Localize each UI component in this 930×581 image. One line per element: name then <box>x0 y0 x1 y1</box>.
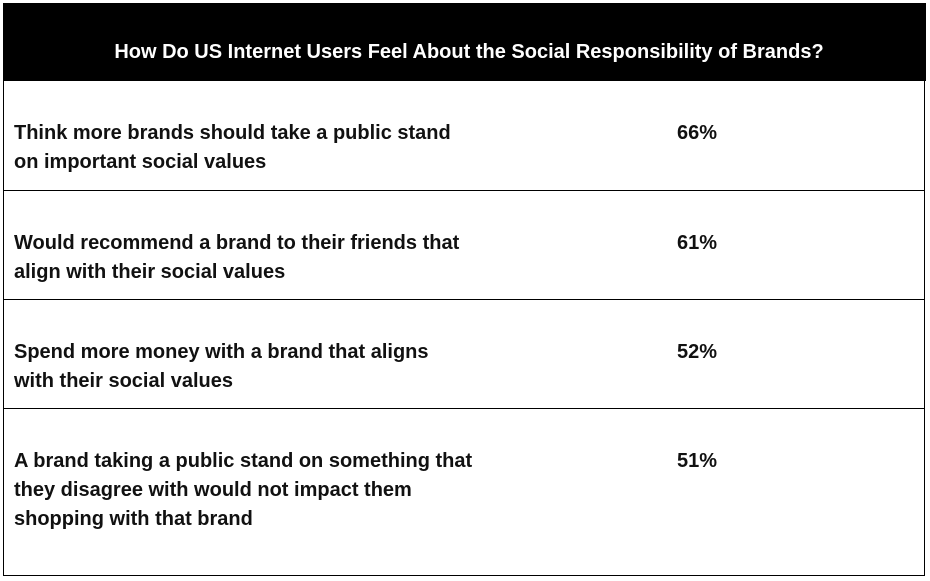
table-row: Would recommend a brand to their friends… <box>4 190 924 300</box>
table-row: Think more brands should take a public s… <box>4 81 924 191</box>
row-label: A brand taking a public stand on somethi… <box>14 450 473 530</box>
survey-table: How Do US Internet Users Feel About the … <box>3 3 926 576</box>
row-label: Think more brands should take a public s… <box>14 122 451 173</box>
row-label: Would recommend a brand to their friends… <box>14 232 460 283</box>
row-value: 52% <box>677 341 718 363</box>
table-row: A brand taking a public stand on somethi… <box>4 408 924 575</box>
table-row: Spend more money with a brand that align… <box>4 299 924 409</box>
table-title: How Do US Internet Users Feel About the … <box>4 3 926 81</box>
row-value: 61% <box>677 232 718 254</box>
row-label: Spend more money with a brand that align… <box>14 341 429 392</box>
row-value: 66% <box>677 122 718 144</box>
row-value: 51% <box>677 450 718 472</box>
